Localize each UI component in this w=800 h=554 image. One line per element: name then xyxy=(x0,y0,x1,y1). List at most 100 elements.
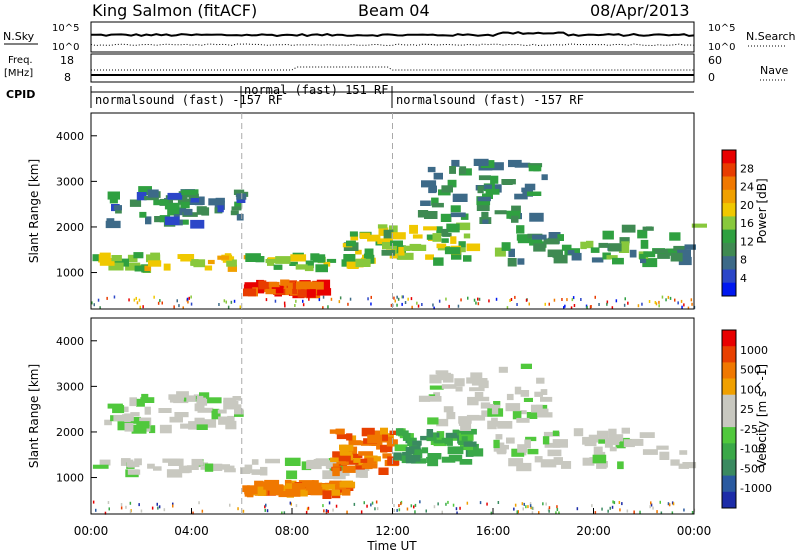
heatmap-cell xyxy=(547,449,562,457)
heatmap-noise-cell xyxy=(627,301,629,305)
heatmap-noise-cell xyxy=(396,303,398,307)
heatmap-cell xyxy=(234,408,244,415)
heatmap-cell xyxy=(107,191,120,200)
colorbar-frame xyxy=(721,149,737,297)
heatmap-cell xyxy=(451,159,460,167)
heatmap-cell xyxy=(177,254,186,259)
freq-unit-label: [MHz] xyxy=(4,68,33,79)
colorbar-swatch xyxy=(722,410,736,428)
heatmap-cell xyxy=(349,453,363,459)
heatmap-cell xyxy=(552,439,568,448)
heatmap-noise-cell xyxy=(332,508,334,512)
heatmap-noise-cell xyxy=(339,296,342,300)
heatmap-cell xyxy=(629,249,637,258)
heatmap-noise-cell xyxy=(396,508,398,512)
heatmap-noise-cell xyxy=(521,502,524,506)
heatmap-noise-cell xyxy=(607,509,609,513)
heatmap-cell xyxy=(191,458,203,466)
heatmap-cell xyxy=(115,208,122,214)
heatmap-cell xyxy=(236,213,244,221)
heatmap-cell xyxy=(348,440,362,446)
heatmap-cell xyxy=(168,394,185,400)
heatmap-cell xyxy=(258,488,266,496)
heatmap-cell xyxy=(432,233,442,242)
heatmap-cell xyxy=(113,414,126,422)
heatmap-cell xyxy=(223,400,236,410)
heatmap-cell xyxy=(321,484,337,490)
heatmap-noise-cell xyxy=(242,509,245,513)
y-tick-label: 3000 xyxy=(56,175,84,188)
heatmap-cell xyxy=(199,392,210,398)
heatmap-cell xyxy=(666,248,682,256)
heatmap-noise-cell xyxy=(681,305,683,309)
heatmap-cell xyxy=(517,234,532,244)
heatmap-cell xyxy=(92,254,99,262)
heatmap-noise-cell xyxy=(495,297,498,301)
colorbar-swatch xyxy=(722,475,736,493)
y-tick-label: 4000 xyxy=(56,335,84,348)
heatmap-cell xyxy=(514,193,528,200)
heatmap-cell xyxy=(642,258,658,268)
heatmap-noise-cell xyxy=(513,507,515,511)
heatmap-noise-cell xyxy=(527,505,529,509)
heatmap-noise-cell xyxy=(99,306,101,310)
heatmap-cell xyxy=(446,223,460,233)
heatmap-noise-cell xyxy=(398,504,400,508)
heatmap-noise-cell xyxy=(437,502,439,506)
heatmap-cell xyxy=(338,455,351,462)
heatmap-cell xyxy=(412,440,422,446)
heatmap-noise-cell xyxy=(335,504,338,508)
heatmap-cell xyxy=(582,436,592,445)
heatmap-noise-cell xyxy=(218,303,220,306)
heatmap-noise-cell xyxy=(163,508,166,512)
heatmap-cell xyxy=(323,261,331,267)
heatmap-noise-cell xyxy=(544,302,546,306)
heatmap-cell xyxy=(285,488,301,497)
heatmap-cell xyxy=(153,466,162,471)
velocity-colorbar: 1000 500 100 25 -25 -100 -500 -1000 xyxy=(721,329,772,509)
heatmap-noise-cell xyxy=(266,509,269,513)
heatmap-cell xyxy=(530,404,543,413)
heatmap-noise-cell xyxy=(531,506,534,510)
heatmap-cell xyxy=(407,437,417,447)
heatmap-cell xyxy=(508,458,524,467)
heatmap-noise-cell xyxy=(606,302,608,306)
heatmap-noise-cell xyxy=(360,510,363,514)
heatmap-noise-cell xyxy=(473,298,476,302)
heatmap-cell xyxy=(373,456,381,462)
heatmap-cell xyxy=(533,243,546,252)
heatmap-cell xyxy=(258,280,267,290)
nsearch-tick-low: 10^0 xyxy=(708,42,735,53)
heatmap-noise-cell xyxy=(172,502,174,506)
heatmap-noise-cell xyxy=(136,301,139,305)
heatmap-cell xyxy=(615,441,626,449)
heatmap-cell xyxy=(127,461,135,468)
heatmap-cell xyxy=(429,385,444,390)
heatmap-cell xyxy=(311,480,319,489)
nsky-series-line xyxy=(91,31,695,38)
heatmap-cell xyxy=(108,262,124,271)
y-tick-label: 2000 xyxy=(56,426,84,439)
colorbar-tick-label: 12 xyxy=(740,235,754,248)
colorbar-tick-label: 100 xyxy=(740,383,761,396)
heatmap-cell xyxy=(230,210,239,216)
heatmap-cell xyxy=(642,449,658,455)
colorbar-tick-label: -100 xyxy=(740,443,765,456)
heatmap-noise-cell xyxy=(328,501,331,505)
heatmap-cell xyxy=(441,238,449,243)
heatmap-cell xyxy=(166,469,183,478)
heatmap-cell xyxy=(480,402,491,409)
heatmap-cell xyxy=(494,210,507,215)
heatmap-cell xyxy=(447,446,464,455)
heatmap-cell xyxy=(507,258,517,267)
heatmap-cell xyxy=(305,486,322,491)
nsky-tick-low: 10^0 xyxy=(52,42,79,53)
colorbar-swatch xyxy=(722,242,736,257)
heatmap-cell xyxy=(497,421,513,429)
heatmap-noise-cell xyxy=(514,503,517,507)
heatmap-noise-cell xyxy=(281,511,283,515)
heatmap-cell xyxy=(282,288,294,295)
heatmap-noise-cell xyxy=(660,511,663,515)
heatmap-cell xyxy=(637,229,648,239)
heatmap-cell xyxy=(387,456,400,466)
